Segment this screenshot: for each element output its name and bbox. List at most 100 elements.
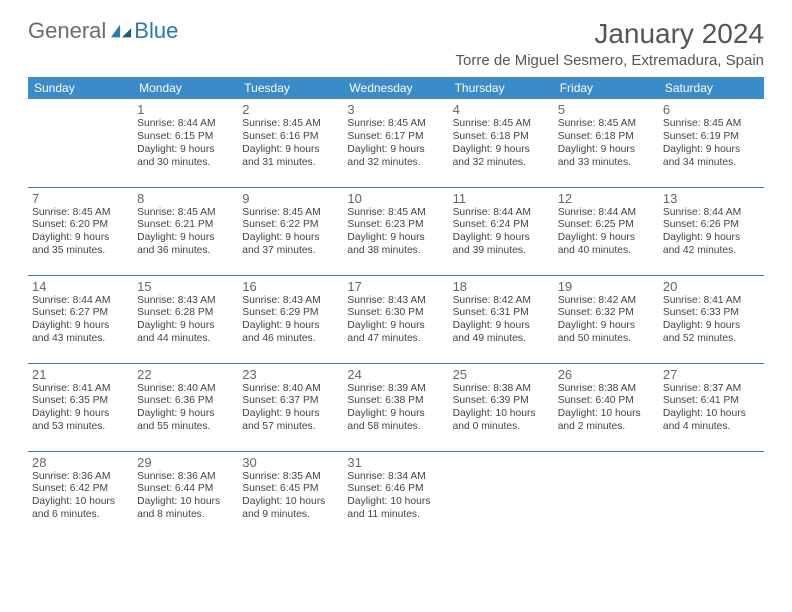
day-number: 7 <box>32 191 129 206</box>
day-info-line: Sunset: 6:26 PM <box>663 219 760 232</box>
day-info-line: Daylight: 9 hours <box>137 232 234 245</box>
sail-icon <box>110 23 132 39</box>
day-number: 10 <box>347 191 444 206</box>
calendar-day-cell: 23Sunrise: 8:40 AMSunset: 6:37 PMDayligh… <box>238 363 343 451</box>
day-info-line: Sunset: 6:24 PM <box>453 219 550 232</box>
day-info-line: Sunrise: 8:45 AM <box>347 207 444 220</box>
day-info: Sunrise: 8:44 AMSunset: 6:24 PMDaylight:… <box>453 207 550 258</box>
calendar-day-cell: 19Sunrise: 8:42 AMSunset: 6:32 PMDayligh… <box>554 275 659 363</box>
day-info-line: Daylight: 9 hours <box>32 408 129 421</box>
day-info: Sunrise: 8:45 AMSunset: 6:16 PMDaylight:… <box>242 118 339 169</box>
day-info-line: Daylight: 9 hours <box>242 144 339 157</box>
day-info-line: Sunrise: 8:34 AM <box>347 471 444 484</box>
calendar-day-cell: 11Sunrise: 8:44 AMSunset: 6:24 PMDayligh… <box>449 187 554 275</box>
day-info: Sunrise: 8:40 AMSunset: 6:37 PMDaylight:… <box>242 383 339 434</box>
day-info-line: and 55 minutes. <box>137 421 234 434</box>
day-info-line: Daylight: 9 hours <box>558 144 655 157</box>
day-info-line: and 57 minutes. <box>242 421 339 434</box>
day-info-line: Sunrise: 8:45 AM <box>32 207 129 220</box>
day-number: 2 <box>242 102 339 117</box>
day-info-line: Sunrise: 8:45 AM <box>453 118 550 131</box>
day-info-line: Sunset: 6:30 PM <box>347 307 444 320</box>
day-info-line: Sunset: 6:31 PM <box>453 307 550 320</box>
day-number: 3 <box>347 102 444 117</box>
day-info-line: Daylight: 9 hours <box>137 408 234 421</box>
day-info-line: Daylight: 9 hours <box>558 320 655 333</box>
calendar-week-row: 21Sunrise: 8:41 AMSunset: 6:35 PMDayligh… <box>28 363 764 451</box>
day-info-line: Daylight: 9 hours <box>663 144 760 157</box>
day-info: Sunrise: 8:43 AMSunset: 6:28 PMDaylight:… <box>137 295 234 346</box>
day-info-line: Daylight: 9 hours <box>347 144 444 157</box>
day-info-line: and 58 minutes. <box>347 421 444 434</box>
calendar-day-cell: 28Sunrise: 8:36 AMSunset: 6:42 PMDayligh… <box>28 451 133 539</box>
day-number: 15 <box>137 279 234 294</box>
day-number: 23 <box>242 367 339 382</box>
brand-part2: Blue <box>134 18 178 44</box>
day-info-line: Sunrise: 8:44 AM <box>32 295 129 308</box>
day-number: 17 <box>347 279 444 294</box>
day-info-line: and 44 minutes. <box>137 333 234 346</box>
day-info-line: and 42 minutes. <box>663 245 760 258</box>
day-info-line: Daylight: 10 hours <box>453 408 550 421</box>
day-number: 8 <box>137 191 234 206</box>
weekday-header: Monday <box>133 77 238 99</box>
day-info-line: and 43 minutes. <box>32 333 129 346</box>
day-info-line: Daylight: 9 hours <box>242 408 339 421</box>
day-info: Sunrise: 8:45 AMSunset: 6:20 PMDaylight:… <box>32 207 129 258</box>
day-info-line: Daylight: 9 hours <box>32 320 129 333</box>
day-number: 12 <box>558 191 655 206</box>
calendar-table: Sunday Monday Tuesday Wednesday Thursday… <box>28 77 764 539</box>
calendar-day-cell: 22Sunrise: 8:40 AMSunset: 6:36 PMDayligh… <box>133 363 238 451</box>
day-info-line: Sunrise: 8:41 AM <box>663 295 760 308</box>
day-info-line: Sunrise: 8:44 AM <box>663 207 760 220</box>
day-info: Sunrise: 8:35 AMSunset: 6:45 PMDaylight:… <box>242 471 339 522</box>
day-info: Sunrise: 8:37 AMSunset: 6:41 PMDaylight:… <box>663 383 760 434</box>
day-number: 20 <box>663 279 760 294</box>
day-info: Sunrise: 8:45 AMSunset: 6:18 PMDaylight:… <box>453 118 550 169</box>
day-info-line: and 40 minutes. <box>558 245 655 258</box>
day-info-line: Daylight: 9 hours <box>137 320 234 333</box>
calendar-day-cell: 14Sunrise: 8:44 AMSunset: 6:27 PMDayligh… <box>28 275 133 363</box>
weekday-header-row: Sunday Monday Tuesday Wednesday Thursday… <box>28 77 764 99</box>
calendar-week-row: 1Sunrise: 8:44 AMSunset: 6:15 PMDaylight… <box>28 99 764 187</box>
day-info-line: Daylight: 10 hours <box>242 496 339 509</box>
calendar-day-cell: 1Sunrise: 8:44 AMSunset: 6:15 PMDaylight… <box>133 99 238 187</box>
calendar-day-cell: 17Sunrise: 8:43 AMSunset: 6:30 PMDayligh… <box>343 275 448 363</box>
calendar-day-cell: 2Sunrise: 8:45 AMSunset: 6:16 PMDaylight… <box>238 99 343 187</box>
day-info-line: Sunset: 6:32 PM <box>558 307 655 320</box>
day-info-line: Sunrise: 8:35 AM <box>242 471 339 484</box>
day-number: 9 <box>242 191 339 206</box>
day-number: 25 <box>453 367 550 382</box>
day-info: Sunrise: 8:42 AMSunset: 6:32 PMDaylight:… <box>558 295 655 346</box>
day-info-line: Sunset: 6:39 PM <box>453 395 550 408</box>
day-info-line: Sunrise: 8:36 AM <box>137 471 234 484</box>
day-number: 21 <box>32 367 129 382</box>
day-info-line: Daylight: 9 hours <box>242 320 339 333</box>
day-info-line: Sunrise: 8:45 AM <box>558 118 655 131</box>
day-info-line: and 9 minutes. <box>242 509 339 522</box>
day-info-line: Daylight: 10 hours <box>558 408 655 421</box>
day-info-line: Sunrise: 8:45 AM <box>663 118 760 131</box>
day-info-line: and 11 minutes. <box>347 509 444 522</box>
day-info-line: Sunrise: 8:45 AM <box>242 118 339 131</box>
calendar-day-cell: 8Sunrise: 8:45 AMSunset: 6:21 PMDaylight… <box>133 187 238 275</box>
day-info-line: and 52 minutes. <box>663 333 760 346</box>
page-title: January 2024 <box>456 18 764 50</box>
day-info: Sunrise: 8:43 AMSunset: 6:30 PMDaylight:… <box>347 295 444 346</box>
calendar-day-cell: 27Sunrise: 8:37 AMSunset: 6:41 PMDayligh… <box>659 363 764 451</box>
calendar-day-cell: 16Sunrise: 8:43 AMSunset: 6:29 PMDayligh… <box>238 275 343 363</box>
day-info: Sunrise: 8:45 AMSunset: 6:18 PMDaylight:… <box>558 118 655 169</box>
day-info-line: Sunrise: 8:45 AM <box>137 207 234 220</box>
day-info-line: Sunset: 6:37 PM <box>242 395 339 408</box>
weekday-header: Saturday <box>659 77 764 99</box>
day-info: Sunrise: 8:34 AMSunset: 6:46 PMDaylight:… <box>347 471 444 522</box>
calendar-day-cell: 4Sunrise: 8:45 AMSunset: 6:18 PMDaylight… <box>449 99 554 187</box>
day-info-line: Sunrise: 8:42 AM <box>453 295 550 308</box>
day-info-line: Sunset: 6:42 PM <box>32 483 129 496</box>
day-number: 29 <box>137 455 234 470</box>
day-info-line: Sunset: 6:20 PM <box>32 219 129 232</box>
weekday-header: Wednesday <box>343 77 448 99</box>
day-info-line: Daylight: 10 hours <box>663 408 760 421</box>
calendar-day-cell: 13Sunrise: 8:44 AMSunset: 6:26 PMDayligh… <box>659 187 764 275</box>
brand-part1: General <box>28 18 106 44</box>
